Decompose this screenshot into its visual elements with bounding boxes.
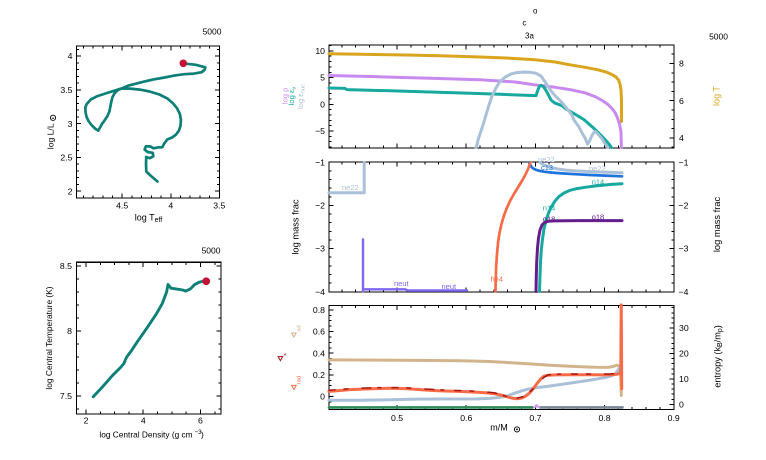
svg-text:4: 4 <box>68 51 73 61</box>
svg-text:3: 3 <box>68 119 73 129</box>
svg-text:ne22: ne22 <box>342 183 359 192</box>
svg-text:log Central Density (g cm: log Central Density (g cm <box>99 430 192 440</box>
svg-text:c13: c13 <box>541 163 553 172</box>
svg-text:log Central Temperature (K): log Central Temperature (K) <box>44 286 54 389</box>
svg-text:c: c <box>522 19 526 28</box>
svg-text:ad: ad <box>297 325 303 331</box>
svg-text:10: 10 <box>315 46 325 56</box>
svg-text:log T: log T <box>712 86 722 106</box>
svg-text:−1: −1 <box>679 157 689 167</box>
svg-text:8: 8 <box>679 59 684 69</box>
svg-text:0.4: 0.4 <box>313 348 325 358</box>
svg-text:n14: n14 <box>543 204 556 213</box>
svg-text:0.9: 0.9 <box>668 413 680 423</box>
svg-text:log Teff: log Teff <box>135 213 163 224</box>
svg-text:3.5: 3.5 <box>213 201 225 211</box>
svg-text:0.8: 0.8 <box>599 413 611 423</box>
svg-text:ne22: ne22 <box>589 164 606 173</box>
svg-text:30: 30 <box>679 323 689 333</box>
svg-text:log L/L: log L/L <box>45 123 55 149</box>
svg-text:rad: rad <box>297 376 303 384</box>
svg-text:−3: −3 <box>195 429 203 436</box>
svg-text:o18: o18 <box>592 212 605 221</box>
svg-text:o: o <box>533 7 538 16</box>
svg-text:5000: 5000 <box>203 27 222 37</box>
svg-text:7.5: 7.5 <box>60 391 72 401</box>
svg-text:5000: 5000 <box>709 32 728 42</box>
svg-text:*: * <box>284 351 287 360</box>
svg-text:0: 0 <box>320 99 325 109</box>
svg-text:log ρ: log ρ <box>280 87 289 104</box>
svg-text:4: 4 <box>679 133 684 143</box>
svg-text:8: 8 <box>67 326 72 336</box>
svg-text:0.2: 0.2 <box>313 370 325 380</box>
svg-text:m/M: m/M <box>490 423 508 433</box>
svg-text:3.5: 3.5 <box>60 85 72 95</box>
svg-text:2: 2 <box>68 186 73 196</box>
svg-text:3a: 3a <box>525 32 534 41</box>
svg-text:0.6: 0.6 <box>313 327 325 337</box>
svg-text:2.5: 2.5 <box>60 153 72 163</box>
svg-text:−4: −4 <box>315 287 325 297</box>
svg-text:he4: he4 <box>491 275 504 284</box>
svg-text:): ) <box>201 430 204 440</box>
svg-text:−4: −4 <box>679 287 689 297</box>
svg-text:−5: −5 <box>315 126 325 136</box>
svg-text:log εν: log εν <box>287 87 298 106</box>
svg-text:0.5: 0.5 <box>391 413 403 423</box>
svg-text:0.7: 0.7 <box>529 413 541 423</box>
svg-text:entropy (kB/mp): entropy (kB/mp) <box>713 325 725 388</box>
svg-text:4: 4 <box>168 201 173 211</box>
svg-text:n14: n14 <box>592 177 605 186</box>
svg-text:neut: neut <box>394 279 410 288</box>
svg-text:4.5: 4.5 <box>116 201 128 211</box>
svg-text:ne22: ne22 <box>538 155 555 164</box>
svg-text:−2: −2 <box>315 201 325 211</box>
svg-text:log εnuc: log εnuc <box>296 84 307 109</box>
svg-text:0: 0 <box>320 392 325 402</box>
svg-text:−1: −1 <box>315 157 325 167</box>
svg-text:20: 20 <box>679 349 689 359</box>
svg-text:5000: 5000 <box>202 246 221 256</box>
svg-text:log mass frac: log mass frac <box>712 197 722 253</box>
svg-text:log mass frac: log mass frac <box>291 199 301 255</box>
svg-text:0.8: 0.8 <box>313 305 325 315</box>
svg-text:0: 0 <box>679 400 684 410</box>
svg-text:4: 4 <box>141 416 146 426</box>
svg-text:o18: o18 <box>543 215 556 224</box>
svg-text:8.5: 8.5 <box>60 261 72 271</box>
svg-text:−3: −3 <box>315 244 325 254</box>
svg-text:neut: neut <box>442 282 458 291</box>
svg-text:0.6: 0.6 <box>460 413 472 423</box>
svg-text:−2: −2 <box>679 201 689 211</box>
svg-text:6: 6 <box>198 416 203 426</box>
svg-text:10: 10 <box>679 374 689 384</box>
svg-text:2: 2 <box>84 416 89 426</box>
svg-text:6: 6 <box>679 96 684 106</box>
svg-text:5: 5 <box>320 73 325 83</box>
svg-text:−3: −3 <box>679 244 689 254</box>
